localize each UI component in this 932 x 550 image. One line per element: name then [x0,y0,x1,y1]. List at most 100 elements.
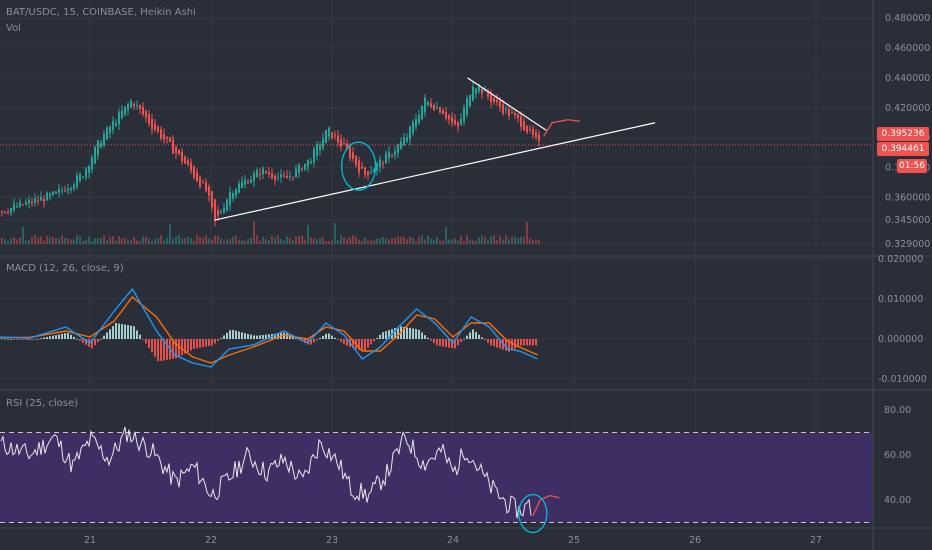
macd-histogram-bar [496,339,498,348]
x-tick-label: 24 [447,535,459,546]
candle-body [538,134,540,141]
candle-body [319,145,321,150]
volume-bar [520,236,522,244]
candle-body [454,119,456,125]
candle-body [70,187,72,190]
volume-bar [499,236,501,244]
volume-bar [316,239,318,244]
macd-histogram-bar [256,335,258,339]
macd-histogram-bar [532,339,534,346]
symbol-header[interactable]: BAT/USDC, 15, COINBASE, Heikin Ashi [6,7,196,18]
volume-bar [1,238,3,244]
candle-body [373,168,375,173]
macd-histogram-bar [340,339,342,342]
volume-bar [7,240,9,244]
macd-histogram-bar [19,339,21,340]
volume-bar [523,236,525,244]
candle-body [370,171,372,174]
candle-body [235,189,237,196]
macd-histogram-bar [481,337,483,339]
macd-histogram-bar [151,339,153,353]
volume-bar [22,226,24,244]
macd-label[interactable]: MACD (12, 26, close, 9) [6,263,124,274]
volume-bar [202,237,204,244]
volume-bar [352,235,354,244]
candle-body [103,133,105,146]
candle-body [502,104,504,114]
macd-histogram-bar [421,332,423,339]
volume-bar [205,235,207,244]
macd-histogram-bar [52,335,54,339]
candle-body [79,174,81,181]
volume-bar [190,238,192,244]
candle-body [22,204,24,206]
candle-body [262,168,264,175]
macd-histogram-bar [274,333,276,339]
candle-body [1,211,3,213]
volume-bar [427,235,429,244]
candle-body [400,141,402,149]
rsi-label[interactable]: RSI (25, close) [6,398,79,409]
candle-body [160,129,162,139]
candle-body [388,151,390,159]
macd-histogram-bar [337,339,339,340]
macd-histogram-bar [283,332,285,339]
candle-body [31,201,33,204]
macd-histogram-bar [67,332,69,339]
candle-body [67,188,69,191]
rsi-axis-label: 80.00 [884,405,911,416]
macd-histogram-bar [235,330,237,339]
candle-body [310,161,312,164]
volume-bar [16,239,18,244]
candle-body [520,116,522,127]
candle-body [181,151,183,162]
volume-bar [124,238,126,244]
candle-body [19,201,21,207]
candle-body [460,118,462,125]
volume-bar [175,236,177,244]
price-axis-label: 0.420000 [885,103,930,114]
volume-bar [61,235,63,244]
volume-bar [349,237,351,244]
candle-body [88,166,90,173]
macd-histogram-bar [364,339,366,351]
volume-bar [223,240,225,244]
macd-histogram-bar [385,331,387,339]
volume-bar [82,240,84,244]
volume-bar [247,238,249,244]
volume-bar [136,240,138,244]
volume-bar [253,221,255,244]
candle-body [172,139,174,154]
candle-body [250,179,252,183]
macd-axis-label: 0.020000 [878,254,923,265]
candle-body [418,114,420,124]
candle-body [361,166,363,169]
candle-body [295,168,297,178]
volume-bar [463,240,465,244]
volume-bar [532,240,534,244]
volume-bar [310,237,312,244]
macd-histogram-bar [136,330,138,339]
candle-body [349,146,351,159]
volume-bar [475,240,477,244]
macd-histogram-bar [115,323,117,339]
volume-bar [127,239,129,244]
volume-bar [292,240,294,244]
candle-body [166,136,168,139]
candle-body [466,97,468,115]
macd-histogram-bar [217,339,219,341]
volume-bar [466,235,468,244]
volume-bar [469,239,471,244]
volume-bar [538,239,540,244]
countdown-tag: 01:56 [897,159,927,173]
volume-bar [115,240,117,244]
volume-label: Vol [6,23,21,34]
candle-body [505,108,507,110]
volume-bar [313,238,315,244]
candle-body [415,119,417,128]
volume-bar [367,240,369,244]
volume-bar [379,238,381,244]
candle-body [427,101,429,106]
volume-bar [163,240,165,244]
